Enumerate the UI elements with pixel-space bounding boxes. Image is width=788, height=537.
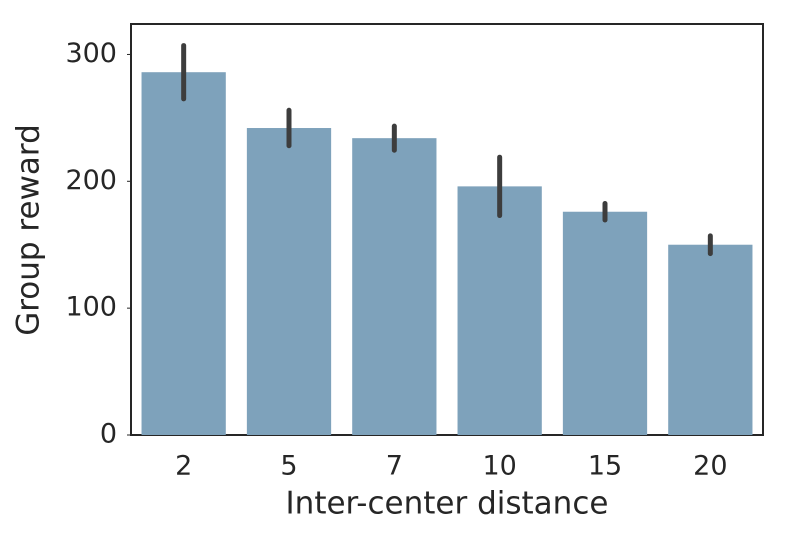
bar — [352, 138, 437, 435]
x-axis-label: Inter-center distance — [286, 486, 609, 522]
x-tick-label: 20 — [693, 451, 727, 482]
y-tick-label: 300 — [65, 38, 117, 69]
bar — [457, 186, 542, 435]
x-tick-label: 2 — [175, 451, 192, 482]
bar — [668, 244, 753, 435]
y-tick-label: 100 — [65, 292, 117, 323]
plot-frame — [130, 23, 764, 436]
bar — [141, 72, 226, 435]
bar — [562, 211, 648, 435]
y-axis-label: Group reward — [11, 124, 47, 336]
x-tick-label: 10 — [482, 451, 516, 482]
y-tick-label: 200 — [65, 165, 117, 196]
bar — [246, 128, 332, 435]
x-tick-label: 15 — [588, 451, 622, 482]
x-tick-label: 7 — [386, 451, 403, 482]
x-tick-label: 5 — [280, 451, 297, 482]
y-tick-label: 0 — [100, 419, 117, 450]
